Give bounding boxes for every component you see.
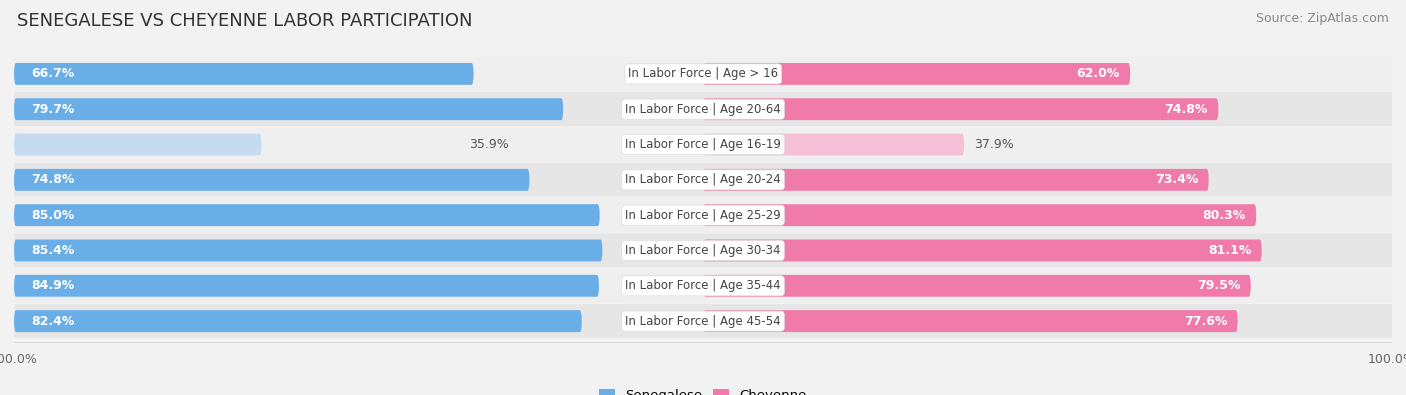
Text: In Labor Force | Age 30-34: In Labor Force | Age 30-34 [626,244,780,257]
FancyBboxPatch shape [703,169,1209,191]
Text: 73.4%: 73.4% [1154,173,1198,186]
Text: In Labor Force | Age 20-24: In Labor Force | Age 20-24 [626,173,780,186]
FancyBboxPatch shape [14,134,262,156]
FancyBboxPatch shape [0,57,1406,91]
FancyBboxPatch shape [14,63,474,85]
Text: 82.4%: 82.4% [31,314,75,327]
Text: 85.0%: 85.0% [31,209,75,222]
Legend: Senegalese, Cheyenne: Senegalese, Cheyenne [593,384,813,395]
Text: 79.5%: 79.5% [1197,279,1240,292]
FancyBboxPatch shape [703,204,1256,226]
Text: SENEGALESE VS CHEYENNE LABOR PARTICIPATION: SENEGALESE VS CHEYENNE LABOR PARTICIPATI… [17,12,472,30]
FancyBboxPatch shape [703,98,1219,120]
Text: In Labor Force | Age 20-64: In Labor Force | Age 20-64 [626,103,780,116]
FancyBboxPatch shape [14,239,602,261]
Text: 37.9%: 37.9% [974,138,1014,151]
Text: In Labor Force | Age 35-44: In Labor Force | Age 35-44 [626,279,780,292]
FancyBboxPatch shape [14,98,564,120]
FancyBboxPatch shape [14,310,582,332]
Text: 66.7%: 66.7% [31,68,75,81]
Text: 62.0%: 62.0% [1077,68,1119,81]
Text: 79.7%: 79.7% [31,103,75,116]
Text: 81.1%: 81.1% [1208,244,1251,257]
Text: 77.6%: 77.6% [1184,314,1227,327]
Text: Source: ZipAtlas.com: Source: ZipAtlas.com [1256,12,1389,25]
FancyBboxPatch shape [0,163,1406,197]
FancyBboxPatch shape [14,204,599,226]
Text: 74.8%: 74.8% [1164,103,1208,116]
Text: 35.9%: 35.9% [470,138,509,151]
FancyBboxPatch shape [14,275,599,297]
Text: 80.3%: 80.3% [1202,209,1246,222]
Text: In Labor Force | Age 25-29: In Labor Force | Age 25-29 [626,209,780,222]
Text: 85.4%: 85.4% [31,244,75,257]
Text: In Labor Force | Age > 16: In Labor Force | Age > 16 [628,68,778,81]
FancyBboxPatch shape [703,275,1251,297]
FancyBboxPatch shape [703,134,965,156]
Text: 74.8%: 74.8% [31,173,75,186]
FancyBboxPatch shape [0,269,1406,303]
Text: In Labor Force | Age 16-19: In Labor Force | Age 16-19 [626,138,780,151]
FancyBboxPatch shape [703,63,1130,85]
FancyBboxPatch shape [703,239,1261,261]
FancyBboxPatch shape [0,304,1406,338]
FancyBboxPatch shape [0,128,1406,162]
FancyBboxPatch shape [703,310,1237,332]
FancyBboxPatch shape [14,169,530,191]
FancyBboxPatch shape [0,233,1406,267]
FancyBboxPatch shape [0,198,1406,232]
Text: 84.9%: 84.9% [31,279,75,292]
Text: In Labor Force | Age 45-54: In Labor Force | Age 45-54 [626,314,780,327]
FancyBboxPatch shape [0,92,1406,126]
